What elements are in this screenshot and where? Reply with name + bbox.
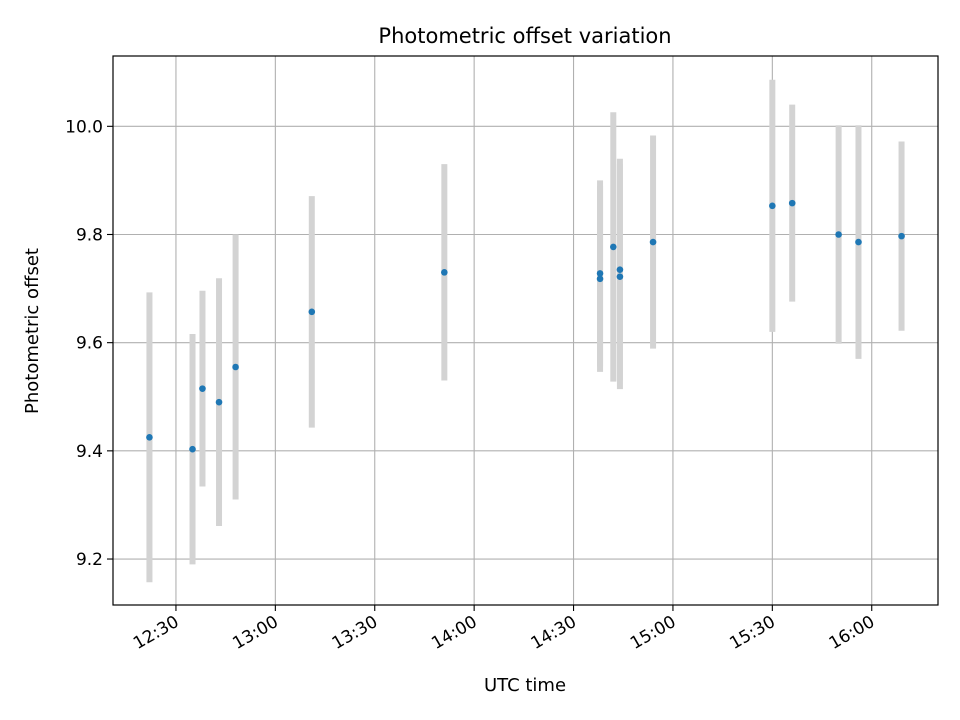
x-axis-title: UTC time bbox=[484, 675, 566, 696]
y-axis: 9.2 9.4 9.6 9.8 10.0 bbox=[65, 117, 113, 570]
y-tick-label: 9.2 bbox=[76, 550, 103, 570]
data-point bbox=[898, 232, 905, 240]
data-point bbox=[788, 199, 796, 207]
data-point bbox=[769, 202, 776, 210]
data-point bbox=[649, 238, 657, 246]
y-tick-label: 9.6 bbox=[76, 334, 103, 354]
plot-frame bbox=[112, 55, 939, 606]
data-point bbox=[215, 398, 223, 406]
data-point bbox=[835, 231, 842, 238]
data-point bbox=[610, 243, 617, 251]
y-tick-label: 9.4 bbox=[76, 442, 103, 462]
data-point bbox=[308, 308, 316, 316]
data-point bbox=[146, 434, 153, 441]
data-point bbox=[616, 266, 624, 273]
data-point bbox=[596, 275, 604, 283]
data-points bbox=[146, 199, 905, 453]
grid bbox=[113, 56, 938, 605]
y-tick-label: 9.8 bbox=[76, 225, 103, 245]
chart-title: Photometric offset variation bbox=[378, 24, 671, 48]
y-tick-label: 10.0 bbox=[65, 117, 103, 137]
y-axis-title: Photometric offset bbox=[22, 248, 43, 414]
data-point bbox=[616, 273, 624, 280]
data-point bbox=[199, 385, 206, 392]
data-point bbox=[232, 363, 239, 371]
data-point bbox=[855, 238, 862, 246]
data-point bbox=[441, 269, 448, 276]
data-point bbox=[596, 270, 604, 277]
data-point bbox=[189, 445, 196, 453]
